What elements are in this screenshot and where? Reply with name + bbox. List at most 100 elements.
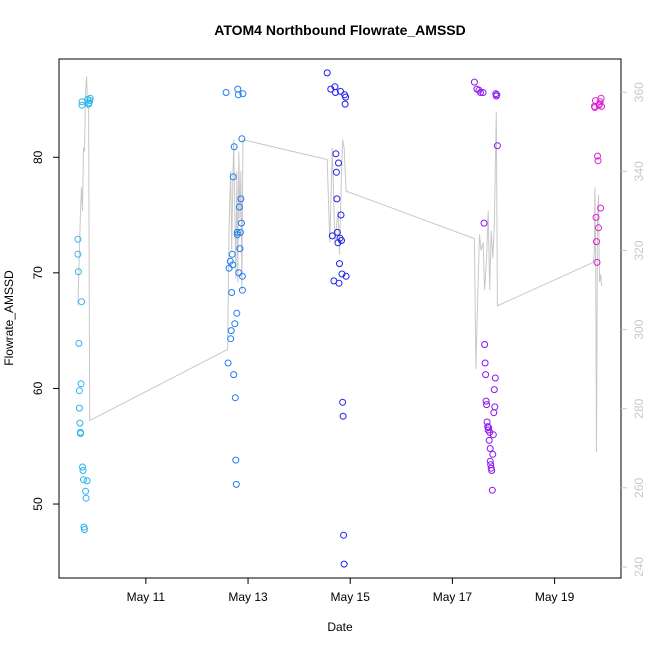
data-point: [331, 89, 339, 96]
data-point: [591, 104, 599, 111]
y2-tick-label: 280: [632, 398, 646, 418]
data-point: [486, 445, 494, 452]
data-point: [227, 327, 235, 335]
data-point: [237, 219, 245, 227]
data-point: [235, 203, 243, 211]
data-point: [489, 431, 497, 439]
data-point: [470, 78, 478, 86]
data-point: [339, 412, 347, 420]
data-point: [334, 239, 342, 247]
data-point: [485, 436, 493, 444]
data-point: [596, 98, 604, 106]
data-point: [238, 135, 246, 143]
data-point: [338, 270, 346, 278]
data-point: [491, 403, 499, 411]
data-point: [233, 228, 241, 236]
data-point: [75, 404, 83, 412]
data-point: [234, 91, 242, 99]
data-point: [233, 309, 241, 317]
data-point: [77, 430, 84, 437]
data-point: [488, 486, 496, 494]
data-point: [230, 143, 238, 151]
data-point: [593, 258, 601, 266]
y-axis-left: 50 60 70 80: [31, 150, 59, 511]
data-point: [228, 289, 236, 296]
y2-tick-label: 360: [632, 82, 646, 102]
data-point: [595, 224, 602, 232]
data-point: [228, 250, 236, 258]
data-point: [337, 211, 345, 219]
data-point: [83, 477, 91, 485]
data-point: [488, 467, 496, 474]
y2-tick-label: 340: [632, 161, 646, 181]
data-point: [480, 219, 488, 227]
plot-frame: [58, 58, 622, 579]
data-point: [598, 102, 606, 110]
data-point: [238, 286, 246, 294]
data-point: [481, 341, 489, 348]
data-point: [483, 401, 491, 409]
data-point: [481, 359, 489, 367]
data-point: [323, 69, 331, 77]
data-point: [493, 142, 501, 150]
y-tick-label: 50: [31, 497, 45, 511]
x-tick-label: May 19: [535, 590, 575, 604]
x-tick-label: May 13: [228, 590, 268, 604]
data-point: [229, 261, 237, 269]
data-point: [594, 152, 601, 160]
data-point: [76, 419, 84, 427]
data-point: [231, 320, 239, 328]
data-point: [336, 260, 343, 268]
data-point: [335, 279, 343, 287]
y2-tick-label: 300: [632, 319, 646, 339]
data-point: [335, 159, 342, 167]
data-point: [237, 195, 245, 203]
data-point: [493, 91, 501, 99]
data-point: [482, 397, 490, 405]
data-point: [342, 272, 350, 280]
data-point: [238, 272, 246, 280]
data-point: [74, 235, 82, 243]
x-axis: May 11 May 13 May 15 May 17 May 19: [127, 578, 575, 604]
y-axis-right: 240 260 280 300 320 340 360: [621, 82, 646, 577]
data-point: [339, 398, 347, 406]
data-point: [224, 359, 232, 367]
data-point: [486, 457, 494, 465]
data-point: [80, 476, 87, 484]
y-tick-label: 70: [31, 266, 45, 280]
data-point: [479, 89, 487, 96]
data-point: [486, 428, 494, 436]
data-point: [491, 374, 499, 382]
y-tick-label: 60: [31, 381, 45, 395]
data-point: [235, 269, 243, 277]
data-point: [78, 298, 85, 306]
x-tick-label: May 11: [127, 590, 166, 604]
data-point: [597, 204, 605, 212]
data-point: [230, 371, 238, 379]
data-point: [81, 526, 88, 533]
data-point: [86, 94, 94, 102]
data-point: [79, 463, 86, 471]
data-point: [75, 339, 83, 347]
data-point: [592, 213, 600, 221]
data-point: [74, 250, 82, 258]
data-point: [82, 494, 90, 502]
data-point: [328, 232, 336, 240]
data-point: [77, 380, 85, 388]
data-point: [338, 237, 345, 244]
data-point: [227, 335, 235, 343]
data-point: [229, 173, 237, 181]
data-point: [477, 89, 484, 96]
data-point: [236, 228, 244, 236]
data-point: [222, 89, 230, 96]
y2-tick-label: 320: [632, 240, 646, 260]
data-point: [75, 387, 83, 395]
x-tick-label: May 15: [331, 590, 371, 604]
data-point: [333, 228, 341, 236]
data-point: [482, 371, 490, 379]
data-point: [490, 386, 498, 394]
data-point: [597, 94, 605, 102]
y2-tick-label: 240: [632, 557, 646, 577]
